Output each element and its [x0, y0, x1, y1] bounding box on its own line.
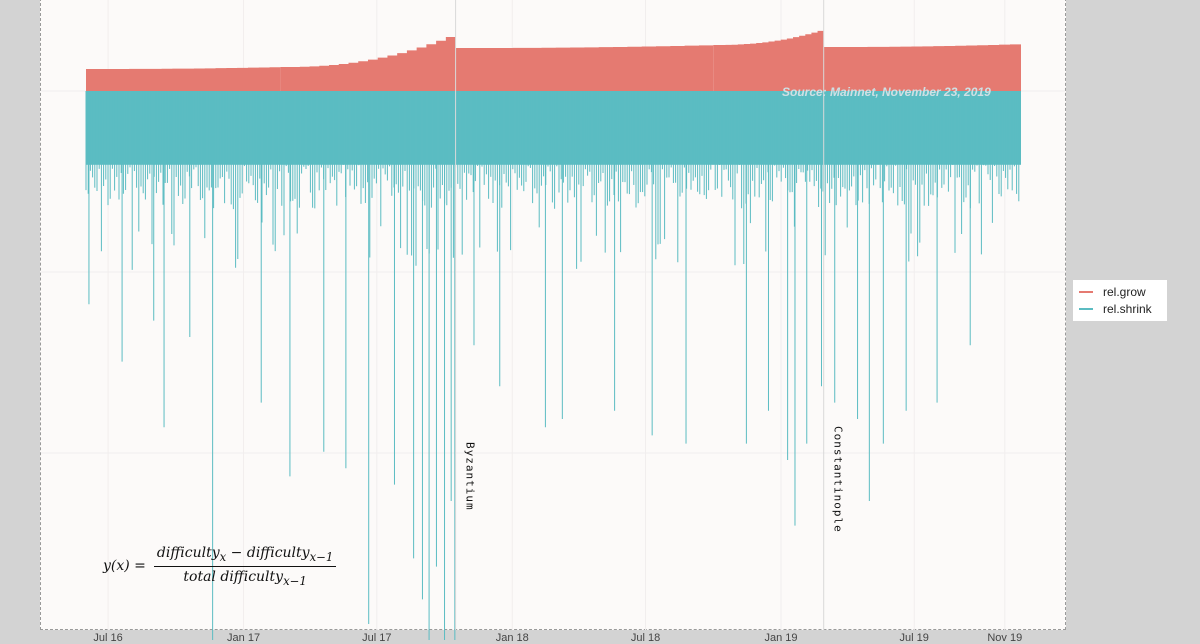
- x-tick-label: Jul 19: [899, 632, 929, 644]
- rel-grow-area-1: [280, 33, 456, 91]
- x-tick-label: Nov 19: [987, 632, 1023, 644]
- formula-lhs: y(x) =: [103, 558, 146, 575]
- rel-grow-area-0: [86, 67, 281, 91]
- x-tick-label: Jan 19: [764, 632, 798, 644]
- rel-grow-area-2: [455, 45, 714, 91]
- rel-grow-area-3: [713, 29, 824, 91]
- x-tick-label: Jul 17: [362, 632, 392, 644]
- formula-numerator: difficultyx − difficultyx−1: [153, 545, 337, 567]
- legend-item-rel-shrink: rel.shrink: [1079, 300, 1167, 317]
- formula-denominator: total difficultyx−1: [183, 568, 307, 588]
- x-tick-label: Jan 17: [227, 632, 261, 644]
- legend-key-rel-shrink: [1079, 307, 1093, 310]
- x-tick-label: Jul 16: [93, 632, 123, 644]
- rel-grow-area-4: [823, 44, 1021, 91]
- rel-shrink-dense-band: [86, 91, 1021, 165]
- legend: rel.grow rel.shrink: [1073, 280, 1167, 321]
- legend-label: rel.grow: [1103, 284, 1146, 299]
- constantinople-label: Constantinople: [831, 426, 845, 533]
- formula: y(x) = difficultyx − difficultyx−1 total…: [103, 545, 337, 588]
- legend-key-rel-grow: [1079, 290, 1093, 293]
- formula-fraction: difficultyx − difficultyx−1 total diffic…: [153, 545, 337, 588]
- legend-label: rel.shrink: [1103, 301, 1152, 316]
- source-annotation: Source: Mainnet, November 23, 2019: [782, 85, 991, 99]
- byzantium-label: Byzantium: [463, 442, 477, 511]
- x-tick-label: Jul 18: [630, 632, 661, 644]
- x-tick-label: Jan 18: [495, 632, 529, 644]
- legend-item-rel-grow: rel.grow: [1079, 283, 1167, 300]
